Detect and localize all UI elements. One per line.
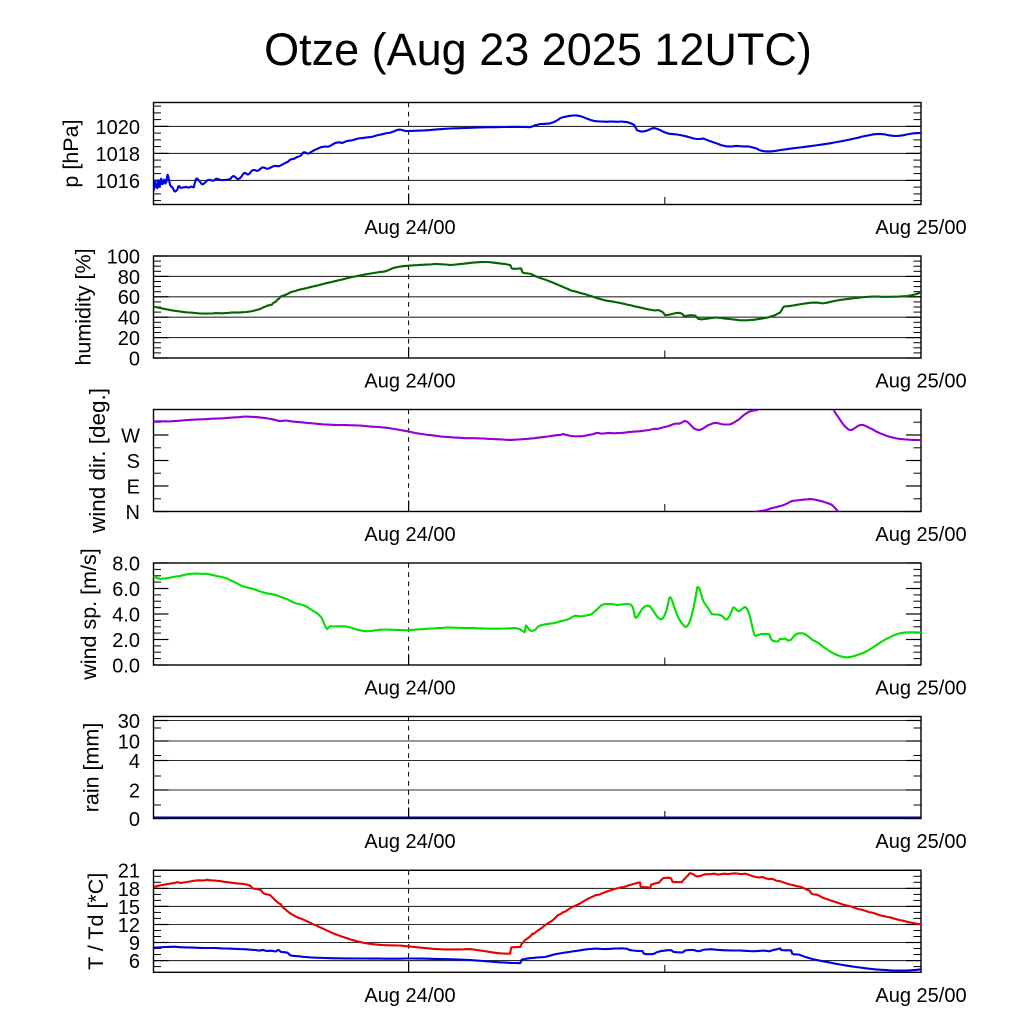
svg-text:8.0: 8.0	[112, 553, 140, 575]
svg-text:6: 6	[129, 951, 140, 973]
svg-text:6.0: 6.0	[112, 579, 140, 601]
svg-text:30: 30	[118, 711, 140, 733]
svg-text:15: 15	[118, 897, 140, 919]
svg-text:Aug 25/00: Aug 25/00	[875, 524, 966, 546]
svg-text:20: 20	[118, 328, 140, 350]
svg-text:rain [mm]: rain [mm]	[80, 723, 104, 813]
svg-text:80: 80	[118, 267, 140, 289]
svg-text:Aug 25/00: Aug 25/00	[875, 217, 966, 239]
svg-text:Aug 25/00: Aug 25/00	[875, 371, 966, 393]
svg-text:wind dir. [deg.]: wind dir. [deg.]	[85, 388, 110, 534]
svg-text:W: W	[121, 425, 140, 447]
svg-text:2.0: 2.0	[112, 630, 140, 652]
svg-text:18: 18	[118, 879, 140, 901]
svg-text:1020: 1020	[96, 117, 141, 139]
svg-text:Aug 24/00: Aug 24/00	[364, 985, 455, 1007]
svg-text:Otze (Aug 23 2025 12UTC): Otze (Aug 23 2025 12UTC)	[264, 24, 812, 75]
svg-text:60: 60	[118, 287, 140, 309]
svg-text:S: S	[127, 451, 140, 473]
svg-text:Aug 24/00: Aug 24/00	[364, 831, 455, 853]
svg-text:2: 2	[129, 780, 140, 802]
svg-text:Aug 24/00: Aug 24/00	[364, 217, 455, 239]
svg-text:p [hPa]: p [hPa]	[59, 119, 83, 187]
svg-text:N: N	[126, 502, 140, 524]
svg-text:4.0: 4.0	[112, 604, 140, 626]
svg-text:Aug 25/00: Aug 25/00	[875, 985, 966, 1007]
svg-text:wind sp. [m/s]: wind sp. [m/s]	[77, 548, 101, 680]
svg-text:T / Td [*C]: T / Td [*C]	[84, 873, 108, 970]
svg-text:humidity [%]: humidity [%]	[72, 248, 96, 365]
svg-text:1018: 1018	[96, 144, 141, 166]
svg-text:1016: 1016	[96, 171, 141, 193]
svg-text:Aug 24/00: Aug 24/00	[364, 678, 455, 700]
svg-text:12: 12	[118, 915, 140, 937]
svg-text:21: 21	[118, 861, 140, 883]
svg-text:Aug 25/00: Aug 25/00	[875, 678, 966, 700]
svg-text:Aug 24/00: Aug 24/00	[364, 524, 455, 546]
svg-text:Aug 25/00: Aug 25/00	[875, 831, 966, 853]
svg-text:9: 9	[129, 933, 140, 955]
svg-text:4: 4	[129, 751, 140, 773]
svg-text:40: 40	[118, 308, 140, 330]
svg-text:10: 10	[118, 731, 140, 753]
svg-text:0.0: 0.0	[112, 655, 140, 677]
svg-text:Aug 24/00: Aug 24/00	[364, 371, 455, 393]
svg-text:E: E	[127, 476, 140, 498]
svg-text:0: 0	[129, 348, 140, 370]
svg-text:100: 100	[107, 246, 140, 268]
svg-text:0: 0	[129, 809, 140, 831]
